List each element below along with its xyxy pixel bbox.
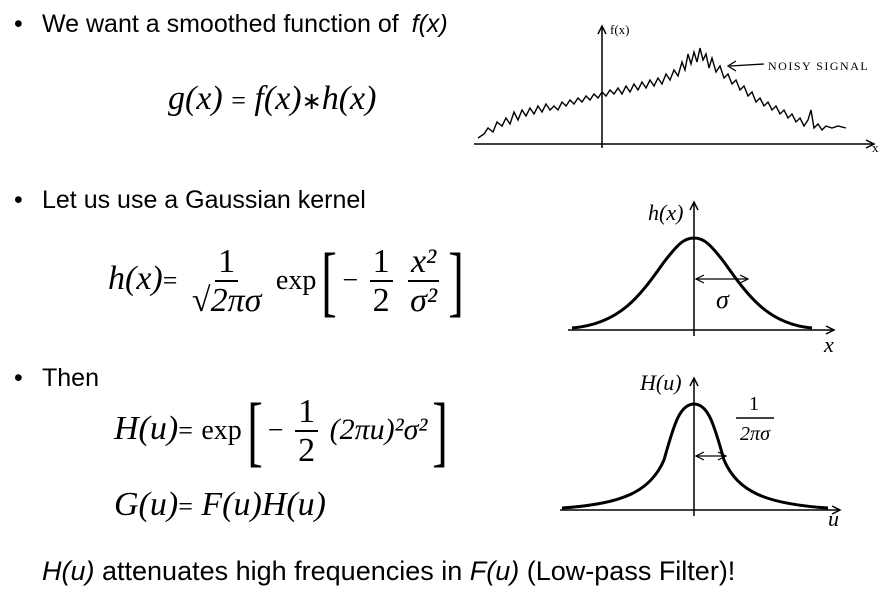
annotation-arrow (726, 60, 737, 72)
eq-half-den: 2 (298, 432, 316, 469)
conclusion: H(u) attenuates high frequencies in F(u)… (42, 556, 735, 587)
eq-right-bracket: ] (432, 387, 449, 474)
conclusion-term-F: F(u) (469, 556, 520, 586)
gaussian-kernel-plot: h(x) x σ (568, 200, 836, 354)
annotation-leader (729, 63, 765, 67)
gauss-y-label: h(x) (648, 200, 683, 225)
eq-norm-den: √2πσ (191, 282, 262, 319)
eq-norm-num: 1 (215, 243, 239, 282)
eq-body: (2πu)²σ² (329, 412, 428, 446)
bullet-function-name: f(x) (411, 10, 448, 38)
freq-x-arrow (831, 505, 842, 515)
eq-minus: − (342, 264, 359, 296)
conclusion-tail: (Low-pass Filter)! (519, 556, 736, 586)
eq-half-fraction: 1 2 (369, 243, 393, 320)
eq-rhs: F(u)H(u) (201, 486, 326, 523)
eq-lhs: g(x) (168, 80, 223, 117)
gauss-curve (571, 236, 813, 330)
bullet-then: • Then (14, 364, 99, 393)
eq-term-f: f(x) (254, 80, 302, 117)
eq-term-h: h(x) (321, 80, 377, 117)
gauss-width-arrow-right (739, 274, 750, 284)
noisy-x-label: x (872, 140, 879, 154)
eq-half-den: 2 (372, 282, 390, 319)
eq-half-num: 1 (369, 243, 393, 282)
eq-left-bracket: [ (321, 237, 338, 324)
frequency-response-plot: H(u) u 1 2πσ (560, 370, 842, 530)
equation-product: G(u)= F(u)H(u) (114, 486, 326, 524)
eq-exp: exp (275, 264, 317, 296)
eq-lhs: h(x) (108, 259, 163, 297)
eq-equals: = (162, 265, 178, 295)
freq-x-label: u (828, 506, 839, 530)
noisy-annotation: NOISY SIGNAL (768, 59, 869, 73)
eq-equals: = (178, 492, 193, 521)
equation-convolution: g(x) = f(x)∗h(x) (168, 80, 376, 118)
eq-exp: exp (201, 414, 242, 446)
bullet-dot: • (14, 186, 23, 214)
eq-half-fraction: 1 2 (295, 393, 319, 470)
freq-width-arrow-left (694, 451, 705, 461)
freq-width-num: 1 (749, 393, 759, 415)
noisy-y-label: f(x) (610, 22, 630, 37)
equation-gaussian-kernel: h(x)= 1 √2πσ exp[− 1 2 x² σ² ] (108, 242, 469, 320)
bullet-text: Then (42, 364, 99, 392)
conclusion-term-H: H(u) (42, 556, 95, 586)
freq-curve (561, 402, 829, 510)
eq-x-sigma-fraction: x² σ² (407, 243, 440, 320)
bullet-dot: • (14, 364, 23, 392)
bullet-gaussian: • Let us use a Gaussian kernel (14, 186, 366, 215)
eq-lhs: H(u) (114, 409, 179, 447)
noisy-signal-plot: f(x) x NOISY SIGNAL (474, 22, 879, 154)
bullet-dot: • (14, 10, 23, 38)
eq-half-num: 1 (295, 393, 319, 432)
eq-equals: = (178, 415, 193, 445)
gauss-width-arrow-left (694, 274, 705, 284)
freq-width-arrow-right (717, 451, 728, 461)
noisy-y-arrow (597, 24, 607, 35)
eq-conv-op: ∗ (301, 89, 322, 115)
freq-y-label: H(u) (639, 370, 682, 395)
eq-equals: = (231, 86, 246, 115)
freq-width-den: 2πσ (740, 423, 771, 445)
gauss-x-label: x (823, 332, 834, 354)
equation-fourier-kernel: H(u)= exp[− 1 2 (2πu)²σ²] (114, 392, 453, 470)
gauss-x-arrow (825, 325, 836, 335)
gauss-width-label: σ (716, 285, 730, 314)
eq-x-squared: x² (407, 243, 440, 282)
bullet-smoothed: • We want a smoothed function of f(x) (14, 10, 448, 39)
bullet-text: Let us use a Gaussian kernel (42, 186, 366, 214)
conclusion-text: attenuates high frequencies in (94, 556, 470, 586)
eq-minus: − (267, 414, 284, 446)
noisy-x-arrow (865, 139, 876, 149)
eq-right-bracket: ] (448, 237, 464, 324)
eq-left-bracket: [ (247, 387, 263, 474)
freq-y-arrow (689, 376, 699, 387)
eq-lhs: G(u) (114, 486, 179, 523)
gauss-y-arrow (689, 200, 699, 211)
bullet-text: We want a smoothed function of (42, 10, 399, 38)
eq-sigma-squared: σ² (410, 282, 438, 319)
noisy-signal-curve (477, 47, 847, 139)
eq-norm-fraction: 1 √2πσ (189, 243, 264, 320)
